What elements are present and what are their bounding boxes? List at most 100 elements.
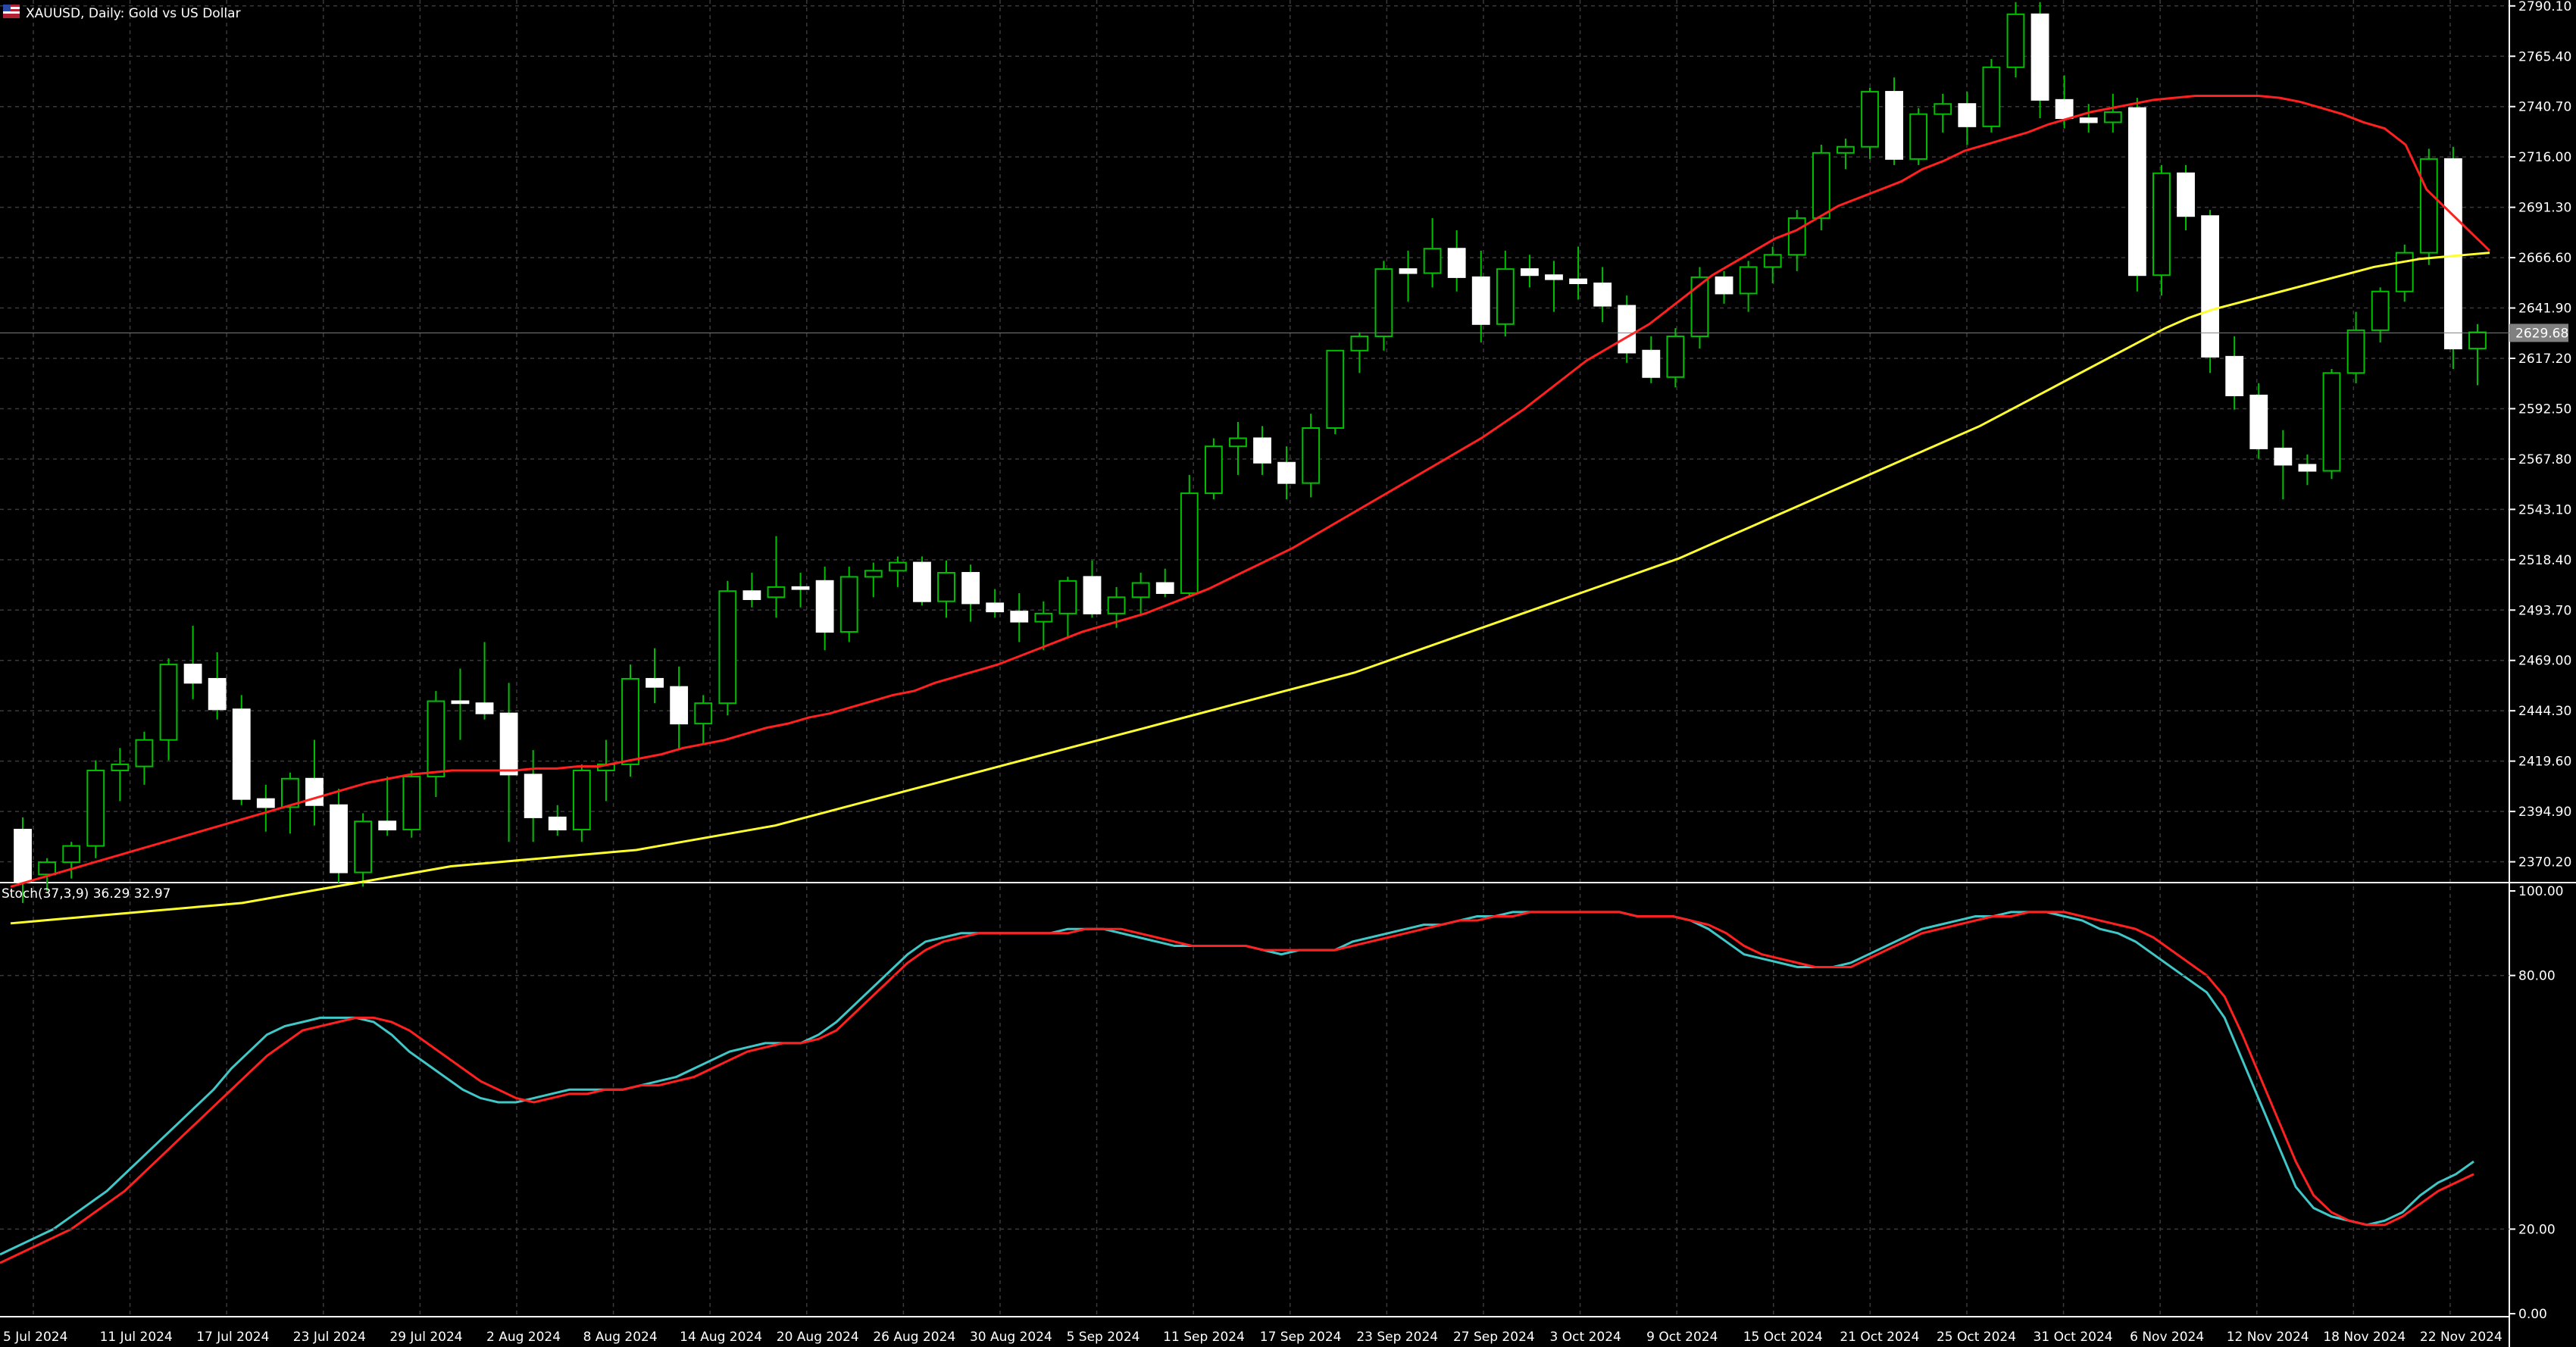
date-tick-label: 11 Jul 2024 [100,1330,173,1345]
ma-fast-line [10,94,2491,888]
candle-body [1909,113,1928,160]
candle-body [742,590,761,601]
price-axis-labels: 2790.10 2765.40 2740.70 2716.00 2691.30 2666.… [2509,0,2571,870]
candle-body [1155,582,1174,594]
candle-body [1010,611,1029,623]
candle-body [1593,282,1612,307]
price-tick-label: 2567.80 [2518,452,2571,467]
price-tick-label: 2592.50 [2518,402,2571,417]
candle-body [208,677,227,711]
candle-body [2201,215,2220,358]
candle-body [815,580,834,633]
candle-body [1374,268,1393,337]
candle-body [1277,461,1296,484]
candle-body [1131,582,1150,598]
chart-header: XAUUSD, Daily: Gold vs US Dollar [3,5,241,21]
date-tick-label: 20 Aug 2024 [777,1330,859,1345]
candle-body [2298,464,2317,472]
price-tick-label: 2394.90 [2518,805,2571,820]
candle-body [2127,107,2146,277]
price-tick-label: 2691.30 [2518,201,2571,216]
stochastic-lines [0,911,2474,1264]
candle-body [913,561,931,602]
candle-body [402,776,421,831]
candle-body [2103,111,2122,123]
eu-us-flag-icon [3,5,20,18]
price-tick-label: 2419.60 [2518,755,2571,770]
candle-body [2274,447,2293,466]
date-tick-label: 15 Oct 2024 [1743,1330,1823,1345]
price-tick-label: 2666.60 [2518,251,2571,266]
candle-body [1837,145,1855,154]
price-tick-label: 2469.00 [2518,654,2571,669]
date-tick-label: 25 Oct 2024 [1937,1330,2016,1345]
candle-body [378,820,397,831]
date-tick-label: 3 Oct 2024 [1550,1330,1621,1345]
stoch-tick-label: 80.00 [2518,969,2556,984]
price-tick-label: 2641.90 [2518,302,2571,317]
candle-body [1666,335,1685,378]
candle-body [718,590,737,705]
candle-body [451,700,470,705]
candle-body [1618,305,1637,354]
date-tick-label: 21 Oct 2024 [1840,1330,1919,1345]
price-tick-label: 2716.00 [2518,150,2571,165]
candle-body [427,700,445,778]
date-tick-label: 29 Jul 2024 [389,1330,462,1345]
candle-body [232,708,251,800]
candle-body [1763,254,1782,268]
date-tick-label: 23 Sep 2024 [1356,1330,1438,1345]
candle-body [1180,492,1199,594]
candle-body [1107,596,1126,614]
date-tick-label: 5 Jul 2024 [3,1330,67,1345]
date-tick-label: 6 Nov 2024 [2130,1330,2204,1345]
candle-body [1447,248,1466,278]
candle-body [1034,612,1053,623]
indicator-title: Stoch(37,3,9) 36.29 32.97 [2,886,170,902]
price-tick-label: 2370.20 [2518,855,2571,870]
candle-body [524,774,542,818]
candle-body [1253,437,1271,464]
candle-body [1471,276,1490,325]
current-price-tag: 2629.68 [2509,323,2568,342]
stoch-signal-line [0,911,2474,1264]
candle-body [1083,576,1102,614]
ma-slow-line [10,252,2490,925]
candle-body [1058,580,1077,614]
candle-body [1982,66,2001,127]
candle-body [670,686,689,725]
candle-body [694,702,713,725]
candle-body [2152,172,2171,277]
candle-body [839,576,858,633]
stoch-tick-label: 0.00 [2518,1307,2547,1322]
date-tick-label: 26 Aug 2024 [873,1330,955,1345]
price-tick-label: 2765.40 [2518,49,2571,64]
candle-body [2371,290,2390,331]
candle-body [791,586,810,590]
candle-body [2079,117,2098,123]
candle-body [280,777,299,808]
date-tick-label: 27 Sep 2024 [1453,1330,1535,1345]
candle-body [38,861,57,876]
candle-body [767,586,786,598]
candle-body [1569,278,1587,284]
candle-body [1715,276,1733,295]
candle-body [2249,394,2268,449]
candle-body [1326,349,1345,430]
candle-body [86,770,105,847]
candle-body [2030,13,2049,101]
date-tick-label: 17 Jul 2024 [196,1330,269,1345]
candle-body [330,804,348,874]
candle-body [2443,158,2462,350]
candle-body [1642,349,1661,378]
price-tick-label: 2518.40 [2518,553,2571,568]
price-tick-label: 2790.10 [2518,0,2571,14]
symbol-title: XAUUSD, Daily: Gold vs US Dollar [26,6,241,21]
candle-body [256,798,275,808]
current-price-tag-bg [2509,323,2568,342]
candle-body [183,664,202,684]
candle-body [354,820,373,874]
candle-body [62,845,81,864]
